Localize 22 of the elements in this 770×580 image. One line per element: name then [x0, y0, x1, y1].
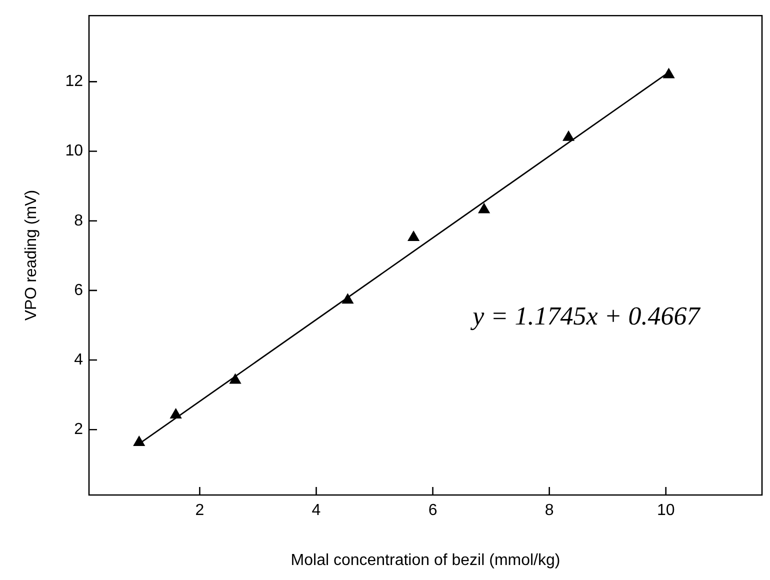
y-tick-label: 12 [65, 73, 84, 90]
point [229, 373, 242, 384]
point [170, 408, 182, 418]
point [407, 230, 420, 242]
x-tick-label: 10 [656, 502, 675, 520]
y-tick-label: 2 [74, 421, 84, 438]
point [342, 293, 354, 304]
y-tick-label: 10 [65, 142, 84, 160]
x-tick-label: 4 [312, 502, 321, 520]
point [478, 202, 490, 214]
x-axis-title: Molal concentration of bezil (mmol/kg) [290, 552, 560, 569]
x-tick-label: 2 [195, 502, 204, 520]
y-tick-label: 4 [74, 351, 84, 368]
y-tick-label: 6 [74, 282, 84, 299]
x-tick-label: 6 [428, 502, 438, 520]
x-tick-label: 8 [544, 502, 554, 520]
point [662, 68, 675, 78]
point [562, 130, 575, 141]
y-tick-label: 8 [74, 212, 84, 230]
point [133, 435, 146, 446]
y-axis-title: VPO reading (mV) [23, 190, 40, 321]
annotation: y = 1.1745x + 0.4667 [470, 301, 701, 330]
